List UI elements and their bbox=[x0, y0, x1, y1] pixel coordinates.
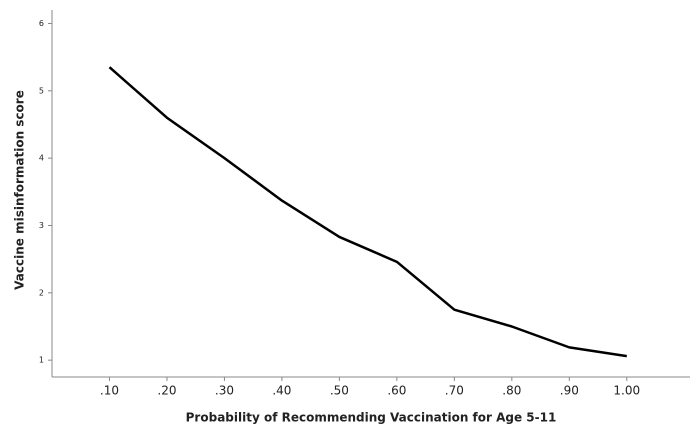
x-tick-label: .70 bbox=[445, 384, 464, 398]
y-tick-label: 6 bbox=[39, 19, 44, 28]
x-tick-label: .80 bbox=[502, 384, 521, 398]
y-axis-label: Vaccine misinformation score bbox=[13, 90, 27, 290]
x-axis-label: Probability of Recommending Vaccination … bbox=[186, 411, 557, 425]
x-tick-label: .50 bbox=[330, 384, 349, 398]
x-tick-label: .90 bbox=[560, 384, 579, 398]
y-tick-label: 4 bbox=[39, 154, 44, 163]
x-tick-label: .60 bbox=[387, 384, 406, 398]
y-tick-label: 3 bbox=[39, 221, 44, 230]
y-tick-label: 2 bbox=[39, 288, 44, 297]
line bbox=[108, 66, 627, 358]
x-tick-label: .20 bbox=[157, 384, 176, 398]
x-tick-label: 1.00 bbox=[613, 384, 640, 398]
x-tick-label: .10 bbox=[100, 384, 119, 398]
x-tick-label: .40 bbox=[272, 384, 291, 398]
x-tick-label: .30 bbox=[215, 384, 234, 398]
y-tick-label: 1 bbox=[39, 356, 44, 365]
y-tick-label: 5 bbox=[39, 86, 44, 95]
